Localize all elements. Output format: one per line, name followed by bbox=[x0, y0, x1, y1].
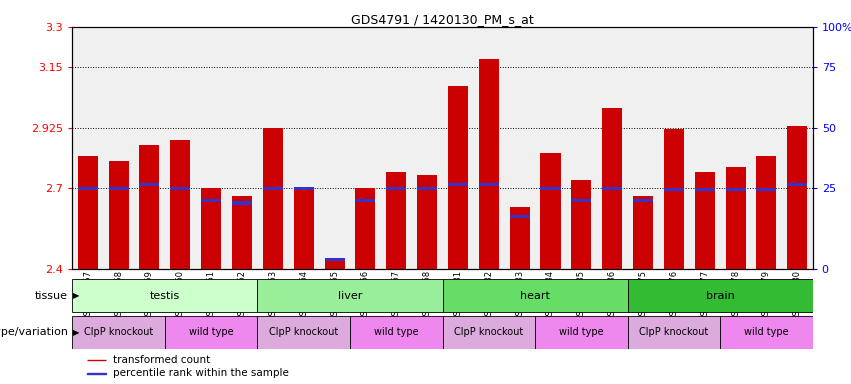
Text: ClpP knockout: ClpP knockout bbox=[639, 327, 709, 337]
Bar bbox=[294, 187, 314, 190]
Bar bbox=[627, 279, 813, 312]
Bar bbox=[603, 108, 622, 269]
Title: GDS4791 / 1420130_PM_s_at: GDS4791 / 1420130_PM_s_at bbox=[351, 13, 534, 26]
Bar bbox=[257, 316, 350, 349]
Text: ClpP knockout: ClpP knockout bbox=[454, 327, 523, 337]
Bar bbox=[165, 316, 257, 349]
Bar bbox=[720, 316, 813, 349]
Bar bbox=[263, 187, 283, 190]
Text: transformed count: transformed count bbox=[113, 355, 210, 365]
Bar bbox=[417, 187, 437, 190]
Bar bbox=[694, 172, 715, 269]
Bar bbox=[232, 201, 252, 205]
Bar bbox=[664, 129, 684, 269]
Bar bbox=[787, 126, 808, 269]
Bar bbox=[627, 316, 720, 349]
Bar bbox=[87, 373, 106, 374]
Text: ▶: ▶ bbox=[73, 291, 80, 300]
Text: liver: liver bbox=[338, 291, 363, 301]
Bar bbox=[386, 187, 406, 190]
Bar bbox=[257, 279, 443, 312]
Bar bbox=[535, 316, 627, 349]
Bar bbox=[140, 145, 159, 269]
Bar bbox=[386, 172, 406, 269]
Bar bbox=[417, 175, 437, 269]
Text: wild type: wild type bbox=[189, 327, 233, 337]
Bar bbox=[571, 199, 591, 202]
Bar bbox=[109, 187, 129, 190]
Bar bbox=[633, 196, 653, 269]
Bar bbox=[787, 182, 808, 186]
Bar bbox=[633, 199, 653, 202]
Bar bbox=[726, 188, 745, 191]
Bar bbox=[571, 180, 591, 269]
Bar bbox=[448, 86, 468, 269]
Bar bbox=[77, 156, 98, 269]
Text: ClpP knockout: ClpP knockout bbox=[269, 327, 339, 337]
Bar bbox=[479, 182, 499, 186]
Bar bbox=[356, 188, 375, 269]
Bar bbox=[109, 161, 129, 269]
Bar bbox=[294, 188, 314, 269]
Bar bbox=[77, 187, 98, 190]
Bar bbox=[448, 182, 468, 186]
Bar bbox=[324, 258, 345, 261]
Text: wild type: wild type bbox=[744, 327, 789, 337]
Bar bbox=[757, 188, 776, 191]
Bar bbox=[263, 128, 283, 269]
Text: wild type: wild type bbox=[374, 327, 419, 337]
Text: testis: testis bbox=[150, 291, 180, 301]
Bar bbox=[324, 258, 345, 269]
Bar bbox=[350, 316, 443, 349]
Text: percentile rank within the sample: percentile rank within the sample bbox=[113, 368, 289, 379]
Bar bbox=[664, 188, 684, 191]
Bar bbox=[603, 187, 622, 190]
Text: genotype/variation: genotype/variation bbox=[0, 327, 68, 337]
Bar bbox=[201, 199, 221, 202]
Text: brain: brain bbox=[705, 291, 734, 301]
Text: tissue: tissue bbox=[35, 291, 68, 301]
Text: heart: heart bbox=[520, 291, 550, 301]
Bar bbox=[72, 316, 165, 349]
Text: ▶: ▶ bbox=[73, 328, 80, 337]
Bar bbox=[140, 182, 159, 186]
Bar bbox=[232, 196, 252, 269]
Bar bbox=[510, 207, 529, 269]
Bar bbox=[356, 199, 375, 202]
Bar bbox=[726, 167, 745, 269]
Bar bbox=[443, 279, 627, 312]
Bar bbox=[540, 153, 561, 269]
Bar bbox=[510, 215, 529, 218]
Bar bbox=[201, 188, 221, 269]
Bar bbox=[757, 156, 776, 269]
Bar bbox=[540, 187, 561, 190]
Bar bbox=[694, 188, 715, 191]
Text: wild type: wild type bbox=[559, 327, 603, 337]
Bar bbox=[72, 279, 257, 312]
Bar bbox=[170, 140, 191, 269]
Text: ClpP knockout: ClpP knockout bbox=[84, 327, 153, 337]
Bar bbox=[479, 59, 499, 269]
Bar bbox=[443, 316, 535, 349]
Bar bbox=[170, 187, 191, 190]
